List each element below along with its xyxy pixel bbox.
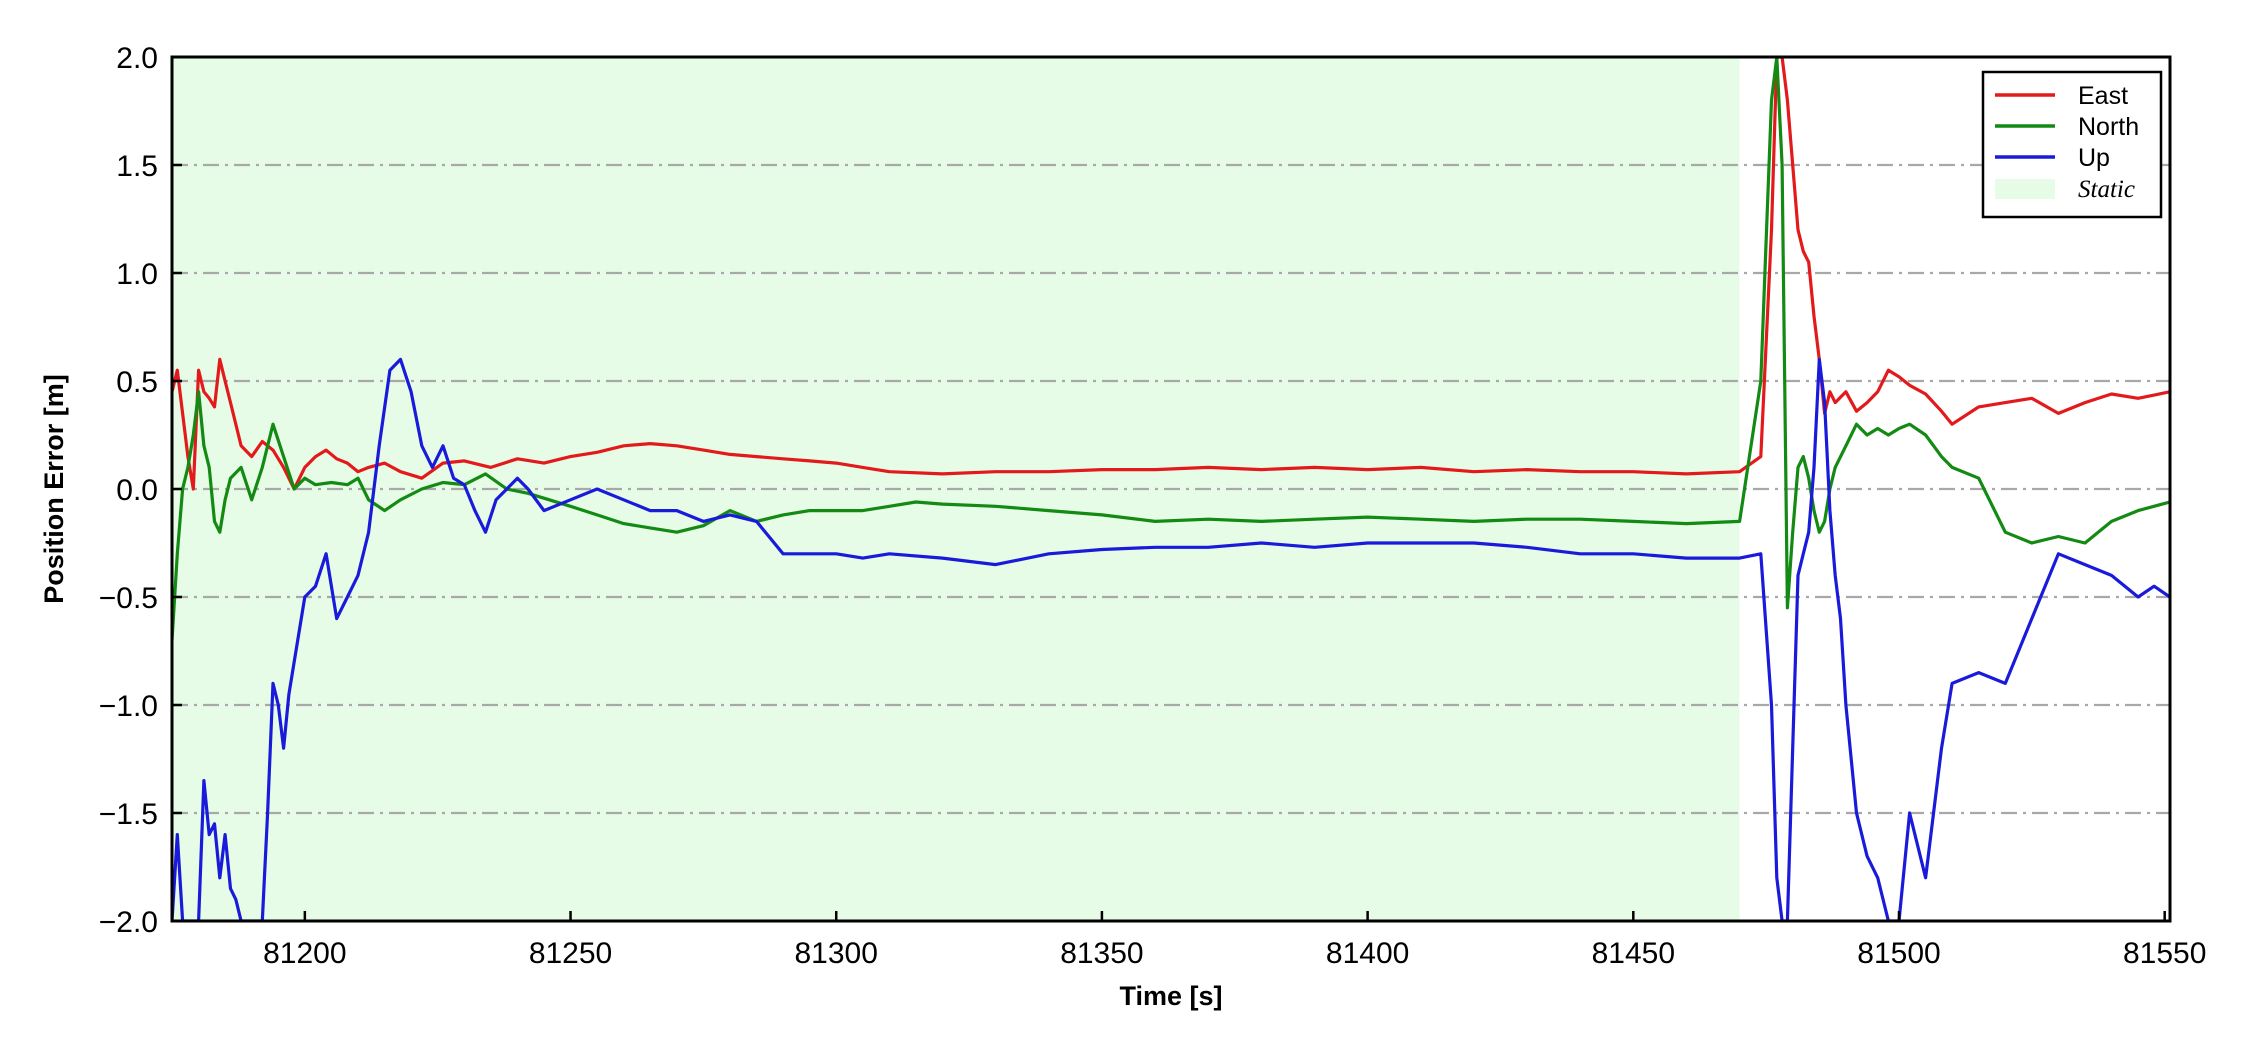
x-tick-label: 81450 — [1592, 937, 1675, 970]
y-axis: −2.0 −1.5 −1.0 −0.5 0.0 0.5 1.0 1.5 2.0 — [99, 42, 182, 939]
y-axis-title: Position Error [m] — [39, 374, 69, 604]
y-tick-label: 1.0 — [116, 258, 158, 291]
x-axis-title: Time [s] — [1119, 981, 1222, 1011]
x-tick-label: 81400 — [1326, 937, 1409, 970]
series-line-up — [172, 357, 2170, 921]
legend-label-static: Static — [2078, 176, 2135, 203]
legend-label-up: Up — [2078, 144, 2110, 172]
y-tick-label: 2.0 — [116, 42, 158, 75]
x-tick-label: 81550 — [2123, 937, 2206, 970]
x-tick-label: 81500 — [1857, 937, 1940, 970]
x-tick-label: 81350 — [1060, 937, 1143, 970]
x-tick-label: 81250 — [529, 937, 612, 970]
x-axis: 81200 81250 81300 81350 81400 81450 81500 81550 — [263, 911, 2206, 970]
y-tick-label: 0.5 — [116, 366, 158, 399]
y-tick-label: −1.0 — [99, 690, 158, 723]
y-tick-label: 0.0 — [116, 474, 158, 507]
legend-label-east: East — [2078, 82, 2128, 110]
y-tick-label: 1.5 — [116, 150, 158, 183]
legend: East North Up Static — [1981, 70, 2163, 219]
x-tick-label: 81300 — [795, 937, 878, 970]
series-line-north — [172, 57, 2170, 641]
series-line-east — [172, 57, 2170, 491]
y-tick-label: −1.5 — [99, 798, 158, 831]
legend-label-north: North — [2078, 113, 2139, 141]
y-tick-label: −0.5 — [99, 582, 158, 615]
series-layer — [172, 57, 2170, 921]
x-tick-label: 81200 — [263, 937, 346, 970]
y-tick-label: −2.0 — [99, 906, 158, 939]
legend-swatch-static — [1995, 179, 2055, 199]
